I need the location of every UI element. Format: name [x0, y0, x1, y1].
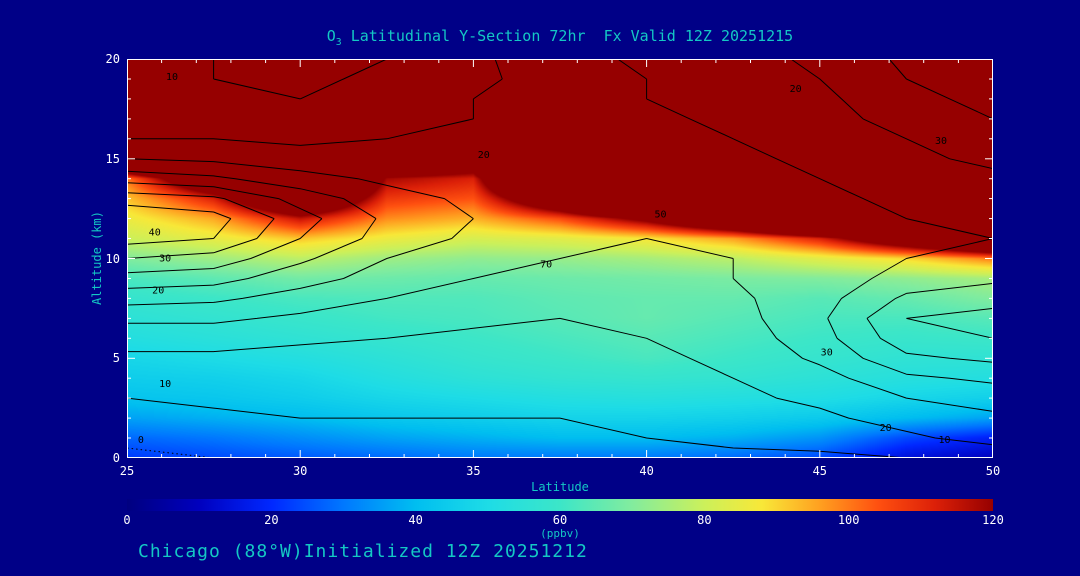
chart-title-rest: Latitudinal Y-Section 72hr Fx Valid 12Z …: [341, 27, 794, 45]
plot-area: 10 20 30 20 40 30 20 10 0 70 50 30 20 10: [127, 59, 993, 458]
contour-label: 40: [149, 228, 161, 239]
colorbar-tick-label: 40: [408, 513, 423, 527]
x-axis-ticks: 25 30 35 40 45 50: [120, 464, 1000, 478]
x-tick-label: 35: [466, 464, 481, 478]
x-tick-label: 25: [119, 464, 135, 478]
colorbar-tick-label: 100: [837, 513, 860, 527]
contour-line-10: [127, 59, 993, 446]
colorbar-tick-label: 60: [552, 513, 568, 527]
chart-title-prefix: O: [326, 27, 336, 45]
x-tick-label: 50: [985, 464, 1001, 478]
colorbar-tick-label: 120: [982, 513, 1004, 527]
colorbar-tick-label: 20: [264, 513, 279, 527]
contour-line-40: [127, 204, 232, 245]
contour-line-15: [127, 59, 993, 412]
colorbar-tick-label: 80: [697, 513, 712, 527]
contour-label: 20: [880, 423, 892, 434]
contour-label: 30: [935, 136, 947, 147]
contour-overlay-svg: 10 20 30 20 40 30 20 10 0 70 50 30 20 10: [127, 59, 993, 458]
y-tick-label: 0: [112, 451, 120, 465]
contour-line-5: [127, 397, 907, 458]
y-tick-label: 15: [105, 151, 120, 166]
y-tick-label: 10: [105, 251, 120, 266]
contour-label: 10: [159, 379, 171, 390]
colorbar-ticks: 0 20 40 60 80 100 120: [123, 513, 1003, 527]
x-tick-label: 30: [292, 464, 308, 478]
contour-line-35: [127, 192, 275, 259]
x-axis-label: Latitude: [531, 480, 589, 494]
plot-frame: [127, 59, 993, 458]
contour-line-0: [127, 447, 214, 458]
colorbar-label: (ppbv): [540, 527, 580, 540]
y-tick-label: 20: [105, 52, 120, 66]
y-axis-ticks: 0 5 10 15 20: [88, 52, 122, 465]
contour-label: 20: [478, 150, 490, 161]
contour-line-30: [127, 59, 993, 339]
caption: Chicago (88°W)Initialized 12Z 20251212: [138, 541, 588, 562]
contour-label: 10: [938, 435, 950, 446]
chart-title-subscript: 3: [335, 37, 342, 48]
contour-line-20: [127, 59, 993, 384]
contour-label: 30: [159, 254, 171, 265]
contour-label: 10: [166, 72, 178, 83]
contour-label: 20: [790, 84, 802, 95]
y-tick-label: 5: [112, 351, 120, 366]
contour-label: 30: [821, 347, 833, 358]
x-tick-label: 45: [812, 464, 828, 478]
colorbar: [127, 499, 993, 511]
contour-label: 70: [540, 260, 552, 271]
contour-label: 20: [152, 285, 164, 296]
x-tick-label: 40: [639, 464, 654, 478]
colorbar-tick-label: 0: [123, 513, 131, 527]
contour-line-25: [127, 59, 993, 363]
contour-label: 50: [654, 210, 666, 221]
chart-title: O3 Latitudinal Y-Section 72hr Fx Valid 1…: [127, 27, 993, 48]
contour-label: 0: [138, 435, 144, 446]
